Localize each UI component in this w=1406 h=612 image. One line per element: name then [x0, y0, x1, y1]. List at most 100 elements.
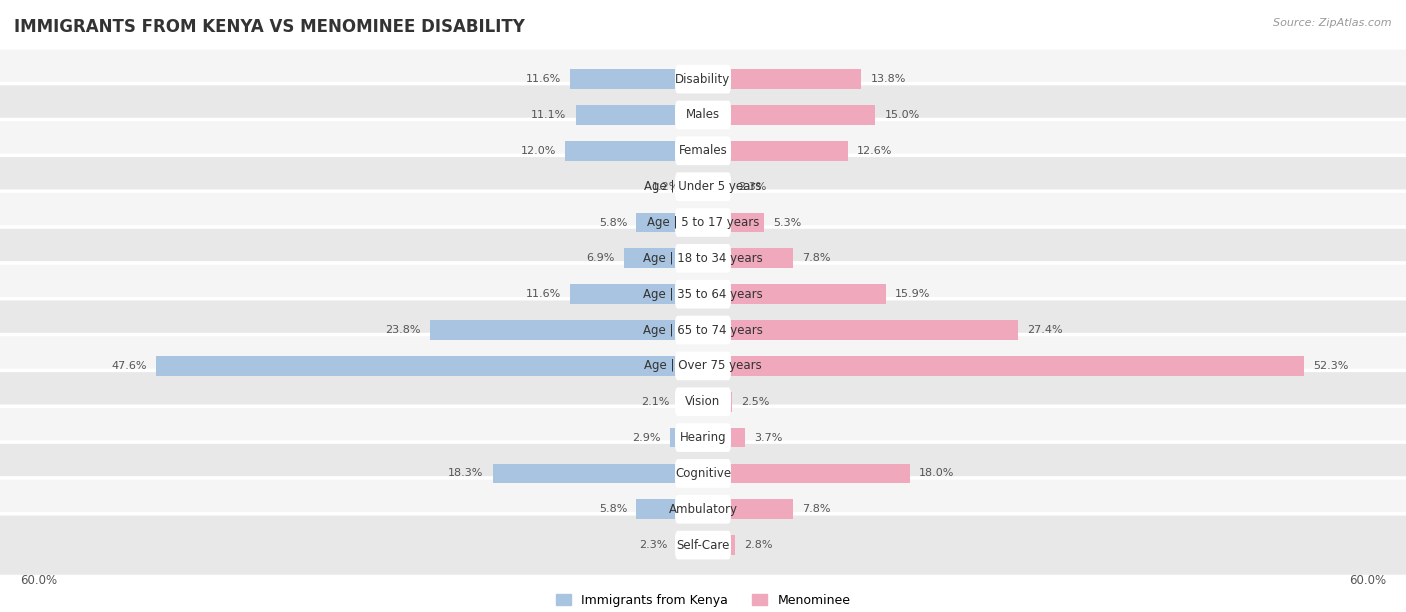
Text: 2.3%: 2.3% [738, 182, 766, 192]
Text: Disability: Disability [675, 73, 731, 86]
Bar [637, 212, 703, 233]
Bar [624, 248, 703, 268]
Text: Males: Males [686, 108, 720, 121]
Text: 2.9%: 2.9% [633, 433, 661, 442]
FancyBboxPatch shape [0, 370, 1406, 433]
Text: Age | Over 75 years: Age | Over 75 years [644, 359, 762, 372]
Text: Self-Care: Self-Care [676, 539, 730, 551]
Text: 2.8%: 2.8% [744, 540, 773, 550]
Text: IMMIGRANTS FROM KENYA VS MENOMINEE DISABILITY: IMMIGRANTS FROM KENYA VS MENOMINEE DISAB… [14, 18, 524, 36]
Bar [703, 69, 862, 89]
FancyBboxPatch shape [0, 119, 1406, 182]
FancyBboxPatch shape [675, 173, 731, 201]
Text: 3.7%: 3.7% [755, 433, 783, 442]
FancyBboxPatch shape [675, 459, 731, 488]
Text: Age | 35 to 64 years: Age | 35 to 64 years [643, 288, 763, 300]
Text: 23.8%: 23.8% [385, 325, 420, 335]
Text: 52.3%: 52.3% [1313, 361, 1348, 371]
FancyBboxPatch shape [0, 335, 1406, 397]
Bar [669, 428, 703, 447]
Bar [703, 141, 848, 161]
Text: 7.8%: 7.8% [801, 253, 831, 263]
Text: 1.2%: 1.2% [651, 182, 681, 192]
Text: Cognitive: Cognitive [675, 467, 731, 480]
Text: Females: Females [679, 144, 727, 157]
FancyBboxPatch shape [0, 191, 1406, 254]
Text: 11.1%: 11.1% [531, 110, 567, 120]
Bar [430, 320, 703, 340]
FancyBboxPatch shape [0, 227, 1406, 289]
Text: 2.3%: 2.3% [640, 540, 668, 550]
Bar [703, 392, 731, 412]
Text: 5.3%: 5.3% [773, 217, 801, 228]
Bar [703, 463, 910, 483]
FancyBboxPatch shape [0, 514, 1406, 577]
Text: 11.6%: 11.6% [526, 74, 561, 84]
Bar [569, 69, 703, 89]
Text: 47.6%: 47.6% [111, 361, 148, 371]
FancyBboxPatch shape [675, 100, 731, 129]
FancyBboxPatch shape [675, 208, 731, 237]
Text: 12.0%: 12.0% [520, 146, 555, 156]
FancyBboxPatch shape [675, 424, 731, 452]
Text: 11.6%: 11.6% [526, 289, 561, 299]
Text: 60.0%: 60.0% [1350, 574, 1386, 587]
Text: 5.8%: 5.8% [599, 217, 627, 228]
Text: Vision: Vision [685, 395, 721, 408]
FancyBboxPatch shape [675, 351, 731, 380]
Text: 5.8%: 5.8% [599, 504, 627, 514]
Text: Age | Under 5 years: Age | Under 5 years [644, 180, 762, 193]
Text: Age | 65 to 74 years: Age | 65 to 74 years [643, 324, 763, 337]
Bar [703, 320, 1018, 340]
Bar [575, 105, 703, 125]
FancyBboxPatch shape [0, 406, 1406, 469]
FancyBboxPatch shape [0, 299, 1406, 361]
Bar [676, 536, 703, 555]
Legend: Immigrants from Kenya, Menominee: Immigrants from Kenya, Menominee [555, 594, 851, 607]
Bar [703, 356, 1303, 376]
Bar [679, 392, 703, 412]
FancyBboxPatch shape [0, 155, 1406, 218]
Bar [703, 285, 886, 304]
Text: Source: ZipAtlas.com: Source: ZipAtlas.com [1274, 18, 1392, 28]
FancyBboxPatch shape [675, 136, 731, 165]
FancyBboxPatch shape [675, 387, 731, 416]
Bar [156, 356, 703, 376]
Bar [703, 177, 730, 196]
Text: 12.6%: 12.6% [856, 146, 893, 156]
Text: 27.4%: 27.4% [1026, 325, 1063, 335]
FancyBboxPatch shape [0, 442, 1406, 505]
Text: 7.8%: 7.8% [801, 504, 831, 514]
Bar [689, 177, 703, 196]
FancyBboxPatch shape [675, 316, 731, 345]
Bar [703, 212, 763, 233]
Text: Hearing: Hearing [679, 431, 727, 444]
Text: 15.0%: 15.0% [884, 110, 920, 120]
Bar [494, 463, 703, 483]
Bar [703, 428, 745, 447]
Bar [637, 499, 703, 519]
FancyBboxPatch shape [675, 531, 731, 559]
FancyBboxPatch shape [675, 495, 731, 524]
Text: 6.9%: 6.9% [586, 253, 614, 263]
FancyBboxPatch shape [0, 84, 1406, 146]
FancyBboxPatch shape [0, 263, 1406, 326]
Bar [703, 105, 875, 125]
Bar [565, 141, 703, 161]
Text: 2.5%: 2.5% [741, 397, 769, 407]
FancyBboxPatch shape [675, 65, 731, 94]
Bar [569, 285, 703, 304]
FancyBboxPatch shape [0, 478, 1406, 540]
Text: Age | 5 to 17 years: Age | 5 to 17 years [647, 216, 759, 229]
Text: 15.9%: 15.9% [894, 289, 931, 299]
Text: Age | 18 to 34 years: Age | 18 to 34 years [643, 252, 763, 265]
FancyBboxPatch shape [675, 244, 731, 273]
Text: 18.3%: 18.3% [449, 468, 484, 479]
FancyBboxPatch shape [675, 280, 731, 308]
Text: 60.0%: 60.0% [20, 574, 56, 587]
Bar [703, 248, 793, 268]
FancyBboxPatch shape [0, 48, 1406, 110]
Text: 18.0%: 18.0% [920, 468, 955, 479]
Bar [703, 499, 793, 519]
Bar [703, 536, 735, 555]
